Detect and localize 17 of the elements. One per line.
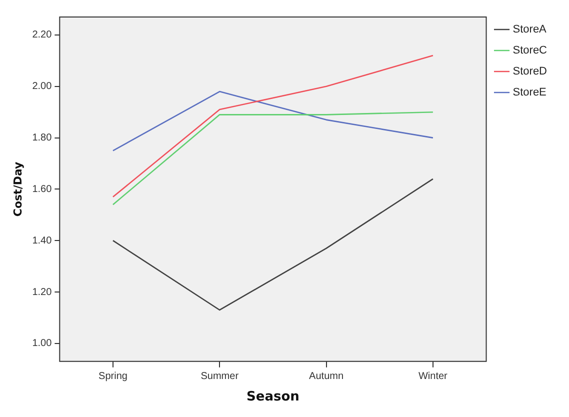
legend-label: StoreD (512, 66, 548, 78)
legend-label: StoreE (512, 86, 546, 99)
y-tick-label: 2.20 (32, 30, 52, 41)
y-tick-label: 1.20 (32, 286, 52, 298)
y-axis-title: Cost/Day (11, 162, 24, 217)
x-tick-label: Autumn (309, 371, 344, 382)
y-tick-label: 1.40 (32, 235, 52, 246)
x-tick-label: Summer (200, 371, 240, 382)
legend-label: StoreC (512, 44, 548, 57)
y-tick-label: 1.60 (32, 184, 52, 195)
x-axis-title: Season (246, 390, 300, 405)
x-tick-label: Winter (418, 371, 448, 382)
x-tick-label: Spring (98, 371, 128, 382)
y-tick-label: 1.00 (32, 338, 52, 350)
y-tick-label: 1.80 (32, 132, 52, 144)
y-tick-label: 2.00 (32, 81, 52, 92)
legend-label: StoreA (512, 24, 548, 36)
